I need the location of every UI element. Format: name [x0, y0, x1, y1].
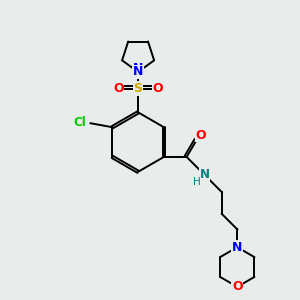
Text: N: N — [232, 241, 242, 254]
Text: O: O — [153, 82, 163, 95]
Text: S: S — [134, 82, 142, 95]
Text: N: N — [232, 241, 242, 254]
Text: Cl: Cl — [73, 116, 86, 129]
Text: N: N — [133, 65, 143, 79]
Text: O: O — [195, 129, 206, 142]
Text: N: N — [133, 62, 143, 75]
Text: H: H — [193, 177, 200, 187]
Text: O: O — [232, 280, 243, 293]
Text: O: O — [113, 82, 124, 95]
Text: N: N — [200, 168, 209, 181]
